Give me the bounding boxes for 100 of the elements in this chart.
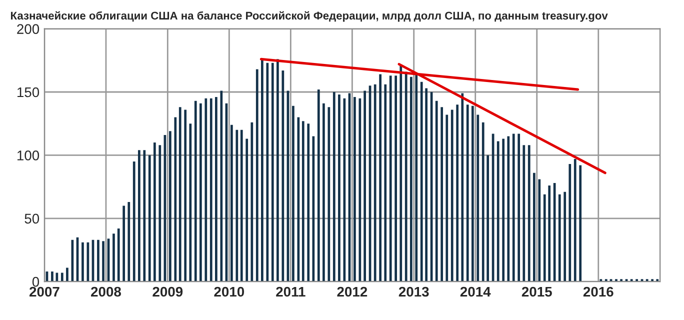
bar	[204, 98, 208, 282]
bar	[153, 142, 156, 282]
bar	[220, 90, 223, 282]
bar	[343, 98, 346, 282]
x-tick-label: 2013	[398, 286, 429, 297]
bar	[317, 89, 320, 282]
x-tick-label: 2007	[29, 286, 60, 297]
bar	[322, 103, 325, 282]
bar	[568, 164, 572, 282]
bar	[384, 84, 387, 282]
bar	[450, 110, 454, 282]
bar	[558, 194, 561, 282]
bar	[354, 97, 356, 282]
bar	[174, 117, 177, 282]
bar	[297, 117, 300, 282]
bar	[332, 92, 336, 282]
bar	[532, 172, 536, 282]
bar	[189, 124, 192, 282]
bar	[230, 124, 233, 282]
bar	[522, 145, 526, 282]
bar	[246, 138, 248, 282]
x-tick-label: 2010	[214, 286, 244, 297]
x-tick-label: 2008	[91, 286, 121, 297]
bar	[364, 90, 366, 282]
bar	[240, 130, 243, 282]
bar	[574, 158, 576, 282]
bar	[117, 228, 120, 282]
y-tick-label: 0	[32, 276, 40, 287]
bar	[471, 106, 474, 282]
bar	[236, 130, 238, 282]
bar	[199, 103, 202, 282]
bar	[466, 104, 469, 282]
x-tick-label: 2016	[583, 286, 614, 297]
bar	[282, 70, 284, 282]
bar	[292, 106, 294, 282]
bar	[543, 194, 546, 282]
bar	[435, 100, 438, 282]
bar	[194, 100, 197, 282]
bar	[210, 98, 212, 282]
bar	[425, 88, 428, 282]
bar	[312, 136, 315, 282]
bar	[538, 179, 541, 282]
bar	[271, 62, 274, 282]
bar	[138, 150, 140, 282]
bar	[512, 134, 515, 282]
bar	[456, 104, 459, 282]
bar	[261, 59, 264, 282]
bar	[374, 84, 376, 282]
x-tick-label: 2015	[522, 286, 552, 297]
bar	[415, 74, 418, 282]
y-tick-label: 200	[17, 24, 40, 34]
bar	[256, 69, 258, 282]
bar	[143, 150, 146, 282]
bar	[476, 114, 480, 282]
bar	[548, 186, 551, 282]
bar	[128, 202, 130, 282]
bar	[507, 136, 510, 282]
bar	[410, 76, 412, 282]
bar	[502, 138, 505, 282]
y-tick-label: 150	[17, 87, 40, 98]
bar	[400, 65, 402, 282]
bar	[394, 76, 397, 282]
bar	[496, 141, 500, 282]
bar	[486, 155, 490, 282]
bar	[112, 234, 115, 282]
bar	[389, 76, 392, 282]
bar	[178, 107, 182, 282]
bar	[338, 94, 340, 282]
bar	[250, 122, 254, 282]
bar	[184, 110, 187, 282]
bar	[482, 122, 484, 282]
bar	[446, 114, 448, 282]
bar	[440, 107, 444, 282]
bar	[102, 241, 104, 282]
bar	[132, 162, 136, 282]
bar	[82, 242, 84, 282]
x-tick-label: 2014	[460, 286, 491, 297]
bar	[276, 59, 279, 282]
y-tick-label: 100	[17, 150, 40, 160]
bar	[97, 240, 100, 282]
x-tick-label: 2011	[276, 286, 306, 297]
bar	[215, 97, 218, 282]
x-tick-label: 2009	[152, 286, 183, 297]
bar	[420, 82, 423, 282]
y-tick-label: 50	[24, 214, 40, 224]
bar	[302, 121, 304, 282]
bar	[379, 74, 382, 282]
bar	[564, 192, 566, 282]
bar	[528, 145, 530, 282]
bar	[266, 62, 269, 282]
bar	[328, 107, 330, 282]
bar	[122, 206, 126, 282]
bar	[579, 165, 582, 282]
bar	[148, 155, 151, 282]
bar	[358, 98, 362, 282]
bar	[158, 145, 162, 282]
chart-title: Казначейские облигации США на балансе Российской Федерации, млрд долл США, по данным treasury.gov	[11, 11, 608, 22]
bar	[168, 131, 172, 282]
x-tick-label: 2012	[337, 286, 368, 297]
bar	[461, 93, 464, 282]
